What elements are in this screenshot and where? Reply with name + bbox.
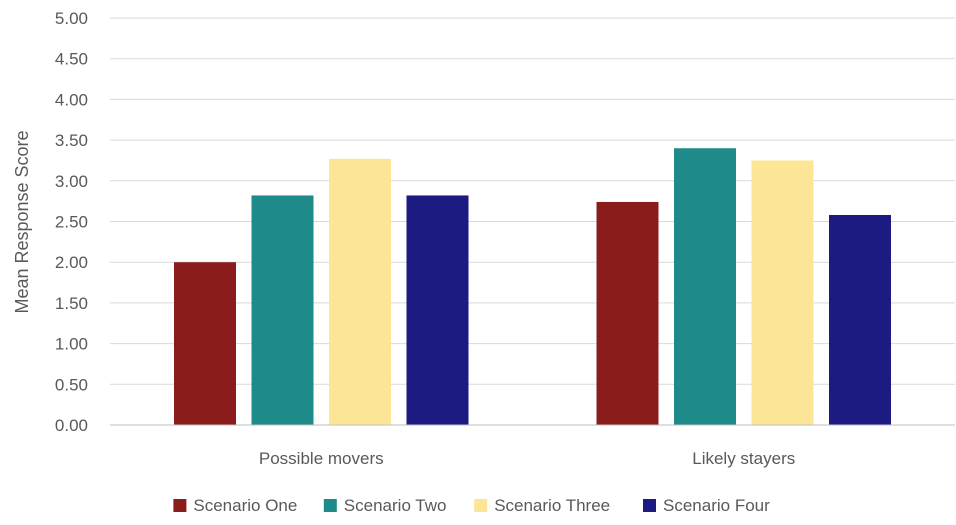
bars-layer	[174, 148, 891, 426]
legend: Scenario One Scenario Two Scenario Three Sc…	[173, 496, 770, 515]
legend-label: Scenario Four	[663, 496, 770, 515]
bar-scenario-four-possible-movers	[406, 195, 469, 425]
bar-scenario-three-likely-stayers	[751, 160, 814, 425]
bar-scenario-one-likely-stayers	[596, 201, 659, 425]
y-tick-label: 4.50	[55, 50, 88, 69]
y-tick-label: 0.50	[55, 375, 88, 394]
y-tick-label: 0.00	[55, 416, 88, 435]
bar-scenario-two-possible-movers	[251, 195, 314, 425]
bar-scenario-two-likely-stayers	[674, 148, 736, 426]
legend-label: Scenario One	[193, 496, 297, 515]
y-tick-label: 1.50	[55, 294, 88, 313]
x-category-label: Possible movers	[259, 449, 384, 468]
y-tick-label: 2.50	[55, 213, 88, 232]
bar-scenario-four-likely-stayers	[829, 214, 891, 425]
bar-scenario-one-possible-movers	[174, 262, 236, 425]
legend-swatch	[474, 499, 488, 512]
y-tick-label: 4.00	[55, 90, 88, 109]
bar-scenario-three-possible-movers	[329, 158, 391, 425]
y-tick-label: 3.00	[55, 172, 88, 191]
legend-swatch	[643, 499, 656, 512]
grid-layer	[110, 17, 955, 385]
y-tick-label: 1.00	[55, 335, 88, 354]
y-tick-label: 2.00	[55, 253, 88, 272]
legend-label: Scenario Three	[494, 496, 610, 515]
x-category-label: Likely stayers	[692, 449, 795, 468]
legend-swatch	[173, 499, 187, 512]
legend-label: Scenario Two	[344, 496, 447, 515]
legend-swatch	[323, 499, 337, 512]
y-tick-label: 3.50	[55, 131, 88, 150]
axis-layer: 0.00 0.50 1.00 1.50 2.00 2.50 3.00 3.50 4.00 4.50…	[55, 9, 955, 468]
y-tick-label: 5.00	[55, 9, 88, 28]
y-axis-title: Mean Response Score	[12, 130, 32, 313]
